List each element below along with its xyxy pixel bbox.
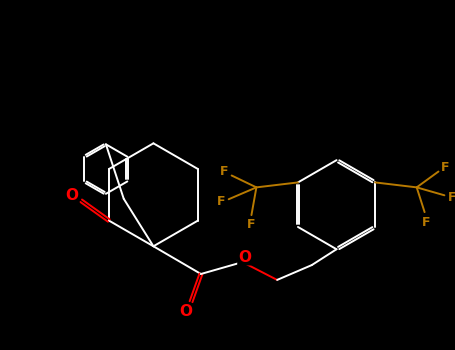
Text: O: O	[66, 188, 79, 203]
Text: F: F	[441, 161, 450, 174]
Text: F: F	[448, 191, 455, 204]
Text: F: F	[219, 165, 228, 178]
Text: F: F	[422, 216, 431, 229]
Text: F: F	[247, 218, 256, 231]
Text: O: O	[238, 250, 251, 265]
Text: O: O	[180, 304, 192, 319]
Text: F: F	[217, 195, 225, 208]
